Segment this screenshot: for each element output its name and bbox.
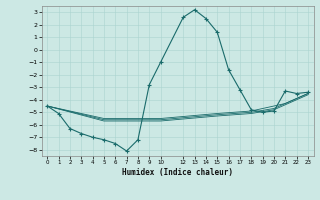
X-axis label: Humidex (Indice chaleur): Humidex (Indice chaleur) — [122, 168, 233, 177]
